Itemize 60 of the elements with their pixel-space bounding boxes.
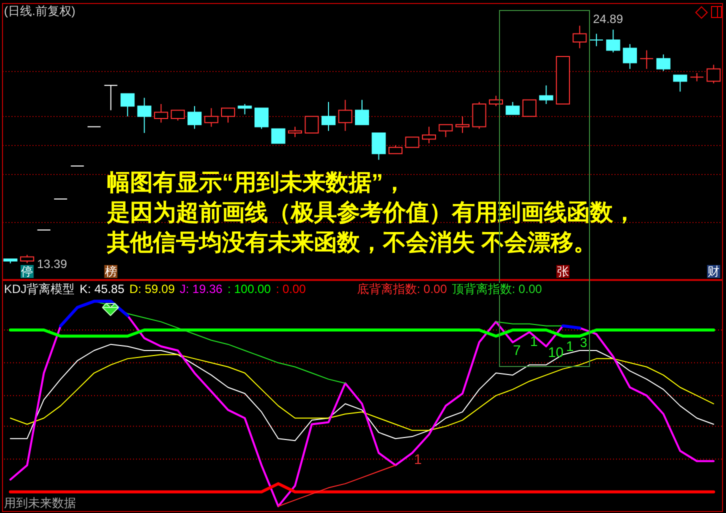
candlestick [321,101,336,132]
candlestick [589,33,604,47]
candlestick [405,136,420,148]
candlestick [154,104,168,124]
candlestick [221,108,236,124]
annotation: 13.39 [37,257,68,271]
text: : 0.00 [276,282,306,296]
annotation: 1 [530,333,538,349]
text: D: 59.09 [129,282,175,296]
candlestick [354,99,370,126]
annotation: 1 [414,451,422,467]
candlestick [338,99,352,132]
candlestick [539,84,554,105]
candlestick [656,54,670,72]
candlestick [204,108,218,128]
candlestick [572,25,587,49]
candlestick [455,116,470,134]
candlestick [271,128,286,144]
text: J: 19.36 [180,282,222,296]
annotation: 用到未来数据 [4,496,76,510]
candlestick [304,116,319,134]
annotation: 10 [548,344,564,360]
chart-title: (日线.前复权) [4,4,76,18]
candlestick [706,64,721,84]
candlestick [238,104,252,115]
text: 顶背离指数: 0.00 [452,282,542,296]
annotation: 幅图有显示“用到未来数据”， [107,169,406,195]
x-tick-label: 榜 [104,264,117,278]
candlestick [422,126,436,144]
candlestick [137,97,152,134]
candlestick [522,99,536,117]
candlestick [104,84,118,111]
x-tick-label: 停 [21,264,34,278]
candlestick [622,44,637,70]
annotation: 3 [580,335,588,350]
annotation: 1 [566,338,574,354]
annotation: 24.89 [593,12,624,26]
chart-title: KDJ背离模型 [4,282,75,296]
candlestick [472,101,486,130]
annotation: 7 [513,342,521,358]
candlestick [372,132,386,160]
annotation: 是因为超前画线（极具参考价值）有用到画线函数， [107,199,636,225]
candlestick [506,101,520,115]
text: K: 45.85 [80,282,124,296]
candlestick [254,108,269,130]
candlestick [170,110,185,122]
text: : 100.00 [227,282,271,296]
x-tick-label: 张 [556,264,569,278]
candlestick [640,50,654,70]
candlestick [606,29,620,53]
candlestick [690,72,704,82]
x-tick-label: 财 [708,264,720,278]
candlestick [488,95,503,107]
text: 底背离指数: 0.00 [356,282,447,296]
candlestick [120,93,135,117]
annotation: 其他信号均没有未来函数，不会消失 不会漂移。 [107,229,596,255]
candlestick [188,106,202,130]
candlestick [288,126,302,138]
candlestick [673,74,688,92]
candlestick [438,124,453,138]
